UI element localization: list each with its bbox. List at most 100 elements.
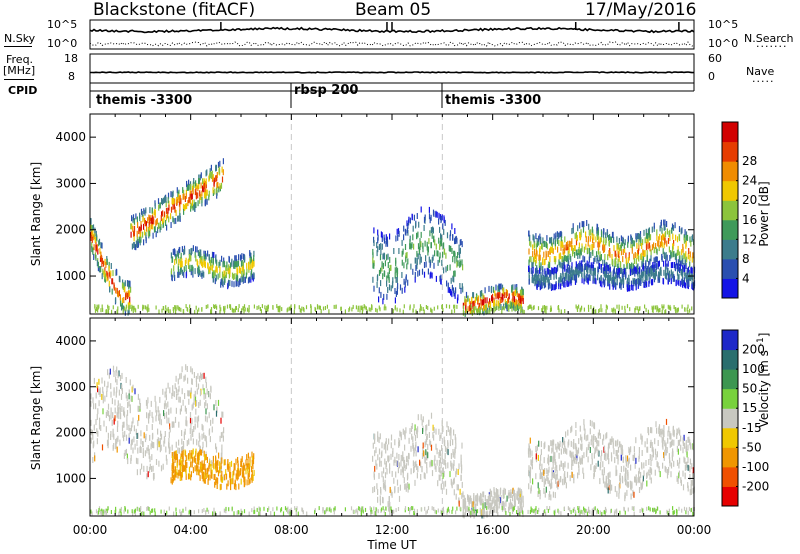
data-cell: [661, 241, 663, 248]
data-cell: [104, 258, 106, 265]
data-cell: [200, 257, 202, 264]
data-cell: [575, 231, 577, 238]
data-cell: [665, 467, 667, 474]
data-cell: [593, 434, 595, 440]
data-cell: [409, 428, 411, 435]
data-cell: [178, 189, 180, 196]
data-cell: [670, 462, 673, 469]
data-cell: [166, 308, 168, 313]
data-cell: [449, 264, 451, 271]
data-cell: [559, 440, 561, 447]
data-cell: [215, 446, 218, 453]
data-cell: [241, 275, 244, 282]
data-cell: [401, 466, 403, 473]
data-cell: [673, 275, 675, 282]
data-cell: [198, 178, 201, 185]
data-cell: [573, 477, 575, 484]
data-cell: [173, 203, 175, 210]
data-cell: [579, 232, 581, 238]
data-cell: [445, 266, 447, 273]
data-cell: [670, 433, 672, 440]
data-cell: [93, 424, 95, 431]
data-cell: [412, 268, 414, 275]
data-cell: [628, 457, 630, 464]
data-cell: [609, 487, 611, 494]
data-cell: [377, 431, 379, 438]
data-cell: [627, 285, 630, 292]
data-cell: [488, 285, 490, 292]
data-cell: [471, 502, 473, 509]
data-cell: [446, 447, 448, 454]
data-cell: [673, 250, 675, 257]
data-cell: [422, 442, 424, 449]
data-cell: [396, 307, 398, 312]
data-cell: [614, 457, 616, 464]
data-cell: [658, 245, 660, 252]
data-cell: [205, 392, 207, 399]
data-cell: [644, 271, 646, 278]
data-cell: [93, 234, 95, 241]
data-cell: [607, 452, 609, 459]
data-cell: [445, 462, 447, 469]
data-cell: [171, 444, 173, 451]
data-cell: [430, 214, 432, 221]
data-cell: [580, 265, 583, 272]
data-cell: [232, 471, 234, 477]
data-cell: [204, 250, 206, 257]
data-cell: [639, 306, 641, 311]
data-cell: [533, 274, 535, 281]
data-cell: [640, 471, 642, 478]
data-cell: [443, 458, 445, 465]
data-cell: [616, 490, 618, 497]
data-cell: [239, 279, 241, 286]
data-cell: [538, 239, 540, 246]
data-cell: [474, 296, 476, 303]
data-cell: [429, 272, 431, 279]
data-cell: [98, 423, 101, 430]
data-cell: [221, 166, 223, 173]
data-cell: [584, 275, 586, 282]
data-cell: [403, 459, 406, 466]
data-cell: [388, 496, 390, 502]
data-cell: [561, 279, 563, 286]
data-cell: [554, 243, 556, 250]
data-cell: [637, 233, 639, 239]
data-cell: [547, 251, 549, 258]
data-cell: [612, 442, 614, 449]
data-cell: [588, 248, 590, 254]
data-cell: [529, 304, 531, 309]
data-cell: [575, 443, 577, 450]
data-cell: [659, 268, 661, 275]
data-cell: [443, 267, 445, 274]
data-cell: [352, 304, 354, 309]
data-cell: [181, 269, 184, 276]
data-cell: [681, 249, 683, 256]
data-cell: [132, 214, 135, 221]
data-cell: [179, 475, 181, 481]
data-cell: [598, 263, 601, 269]
data-cell: [680, 280, 682, 287]
data-cell: [178, 258, 180, 265]
data-cell: [154, 202, 156, 209]
data-cell: [569, 240, 571, 247]
data-cell: [179, 195, 181, 202]
data-cell: [203, 192, 206, 199]
data-cell: [203, 471, 205, 478]
data-cell: [156, 218, 158, 225]
data-cell: [651, 427, 653, 434]
data-cell: [592, 249, 594, 256]
data-cell: [395, 508, 397, 513]
data-cell: [225, 473, 228, 480]
data-cell: [579, 267, 582, 274]
data-cell: [177, 266, 179, 273]
data-cell: [443, 248, 445, 255]
data-cell: [181, 366, 183, 373]
data-cell: [435, 210, 437, 217]
data-cell: [480, 492, 482, 499]
data-cell: [662, 306, 664, 311]
data-cell: [603, 237, 605, 244]
data-cell: [633, 455, 635, 462]
data-cell: [245, 459, 247, 466]
data-cell: [486, 304, 488, 309]
data-cell: [196, 183, 198, 190]
